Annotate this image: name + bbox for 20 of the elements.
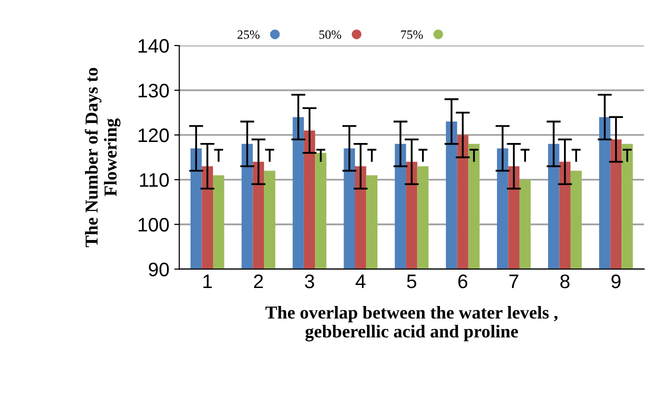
y-tick-label: 100 bbox=[138, 218, 169, 232]
y-tick-label: 90 bbox=[148, 262, 169, 276]
x-tick-label: 7 bbox=[509, 274, 518, 288]
x-tick-label: 1 bbox=[203, 274, 212, 288]
x-tick-label: 8 bbox=[560, 274, 570, 288]
legend-label: 75% bbox=[401, 30, 423, 39]
y-tick-label: 110 bbox=[140, 173, 169, 187]
x-tick-label: 9 bbox=[611, 274, 620, 288]
y-tick-label: 120 bbox=[138, 128, 169, 142]
y-axis-title: The Number of Days to Flowering bbox=[84, 68, 120, 248]
x-tick-label: 3 bbox=[304, 274, 314, 288]
x-tick-label: 5 bbox=[407, 274, 416, 288]
x-tick-label: 2 bbox=[254, 274, 263, 288]
x-tick-label: 4 bbox=[356, 274, 366, 288]
y-tick-label: 140 bbox=[138, 39, 169, 53]
y-tick-label: 130 bbox=[138, 84, 169, 98]
legend-label: 25% bbox=[238, 30, 260, 39]
x-axis-title: The overlap between the water levels , gebberellic acid and proline bbox=[265, 306, 558, 342]
legend-label: 50% bbox=[319, 30, 342, 39]
x-tick-label: 6 bbox=[458, 274, 468, 288]
